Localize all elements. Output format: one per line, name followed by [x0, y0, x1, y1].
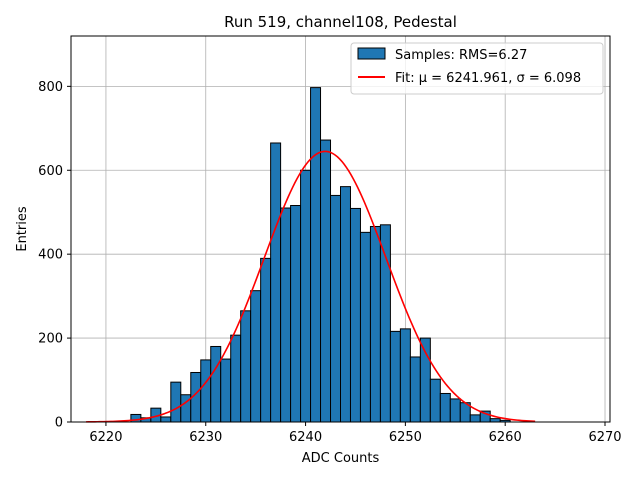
- histogram-bar: [409, 356, 421, 423]
- histogram-bar: [320, 139, 332, 423]
- y-axis-ticks: 0 200 400 600 800: [38, 80, 71, 431]
- y-tick-label: 0: [55, 416, 63, 431]
- x-tick-label: 6270: [588, 430, 621, 445]
- x-axis-label: ADC Counts: [302, 451, 380, 466]
- x-axis-ticks: 6220 6230 6240 6250 6260 6270: [89, 422, 622, 445]
- y-tick-label: 200: [38, 332, 63, 347]
- plot-frame: [70, 35, 611, 423]
- histogram-bar: [210, 345, 222, 423]
- histogram-bar: [399, 328, 411, 423]
- histogram-bar: [449, 398, 461, 423]
- histogram-bar: [310, 87, 322, 423]
- histogram-bar: [389, 330, 401, 423]
- y-axis-label: Entries: [15, 206, 30, 252]
- legend-fit-label: Fit: μ = 6241.961, σ = 6.098: [395, 71, 581, 86]
- histogram-bar: [330, 194, 342, 423]
- chart-title: Run 519, channel108, Pedestal: [224, 13, 457, 31]
- histogram-bar: [469, 414, 481, 423]
- x-tick-label: 6220: [89, 430, 122, 445]
- legend: Samples: RMS=6.27 Fit: μ = 6241.961, σ =…: [350, 42, 604, 95]
- legend-histogram-swatch: [357, 47, 386, 60]
- histogram-bar: [160, 416, 172, 423]
- histogram-bar: [340, 186, 351, 423]
- y-tick-label: 800: [38, 80, 63, 95]
- x-tick-label: 6240: [289, 430, 322, 445]
- legend-histogram-label: Samples: RMS=6.27: [395, 48, 527, 63]
- legend-box: [350, 42, 604, 95]
- histogram-bar: [359, 231, 371, 423]
- x-tick-label: 6230: [189, 430, 222, 445]
- histogram-bar: [369, 225, 381, 423]
- histogram-bar: [220, 358, 232, 423]
- x-tick-label: 6250: [389, 430, 422, 445]
- fit-line: [85, 150, 536, 423]
- y-tick-label: 600: [38, 164, 63, 179]
- histogram-bar: [439, 392, 451, 423]
- histogram-bar: [250, 290, 262, 423]
- histogram-bar: [240, 310, 252, 423]
- histogram-bar: [200, 359, 212, 423]
- histogram-bar: [290, 205, 302, 423]
- histogram-bar: [170, 381, 182, 423]
- histogram-bar: [349, 207, 361, 423]
- gaussian-fit-curve: [85, 150, 536, 423]
- histogram-bar: [280, 207, 292, 423]
- histogram-bar: [300, 169, 312, 423]
- histogram-bar: [230, 334, 242, 423]
- histogram-bar: [429, 378, 441, 423]
- x-tick-label: 6260: [489, 430, 522, 445]
- histogram-bar: [489, 418, 501, 423]
- y-tick-label: 400: [38, 248, 63, 263]
- histogram-bar: [260, 257, 272, 423]
- histogram-bar: [270, 142, 282, 423]
